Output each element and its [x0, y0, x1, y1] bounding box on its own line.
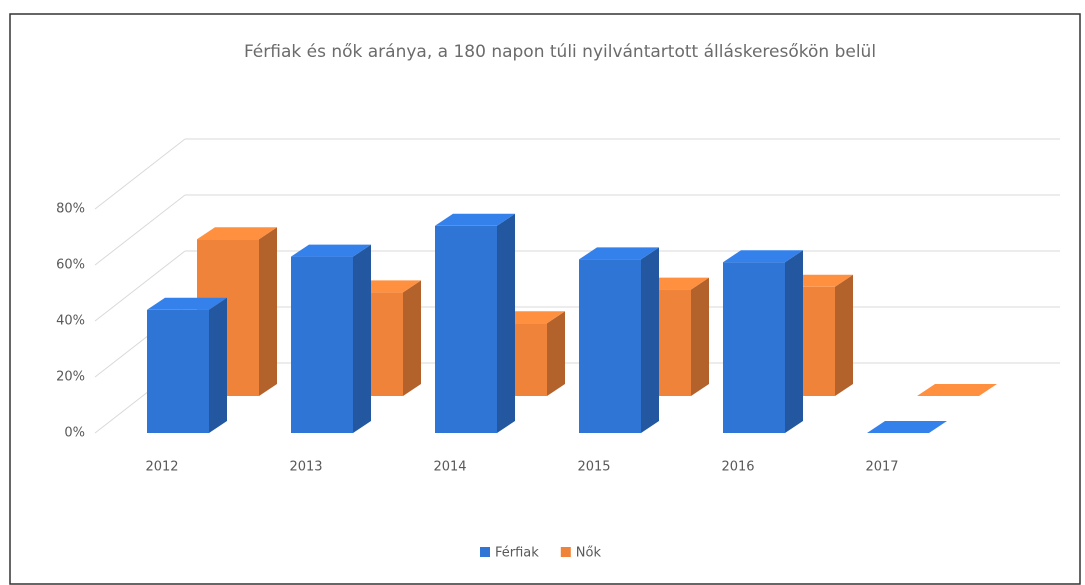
x-tick-label: 2012	[145, 460, 178, 475]
bar-side	[835, 274, 853, 396]
bar-side	[691, 277, 709, 396]
y-tick-label: 40%	[56, 314, 85, 329]
bar-top	[147, 297, 227, 310]
x-tick-label: 2015	[577, 460, 610, 475]
chart-title: Férfiak és nők aránya, a 180 napon túli …	[244, 42, 876, 62]
y-tick-label: 60%	[56, 258, 85, 273]
bar-front	[435, 225, 497, 433]
bar-side	[353, 244, 371, 433]
x-tick-label: 2017	[865, 460, 898, 475]
bar-front	[579, 259, 641, 433]
x-tick-label: 2016	[721, 460, 754, 475]
bar-top	[435, 213, 515, 226]
bar	[291, 244, 371, 433]
x-tick-label: 2013	[289, 460, 322, 475]
bar	[147, 297, 227, 433]
bar-top	[197, 227, 277, 240]
grid-line	[94, 194, 186, 266]
bar	[723, 250, 803, 433]
legend-label: Nők	[576, 546, 602, 561]
bar-side	[497, 213, 515, 433]
grid-line	[94, 138, 186, 210]
bar-top	[723, 250, 803, 263]
legend-swatch	[560, 547, 571, 557]
bar-front	[723, 262, 785, 433]
bar-side	[403, 280, 421, 396]
bar-front	[147, 309, 209, 433]
bar-side	[209, 297, 227, 433]
y-tick-label: 20%	[56, 370, 85, 385]
bar	[917, 384, 997, 396]
bar-top	[291, 244, 371, 257]
bar	[579, 247, 659, 433]
x-tick-label: 2014	[433, 460, 466, 475]
bar-side	[785, 250, 803, 433]
grid-line	[94, 250, 186, 322]
bar-front	[291, 256, 353, 433]
bar-top	[917, 384, 997, 396]
bar	[867, 421, 947, 433]
legend-swatch	[480, 547, 490, 557]
y-tick-label: 0%	[64, 426, 85, 441]
bar-top	[579, 247, 659, 260]
bar-side	[641, 247, 659, 433]
legend-label: Férfiak	[495, 546, 539, 561]
bar	[435, 213, 515, 433]
y-tick-label: 80%	[56, 202, 85, 217]
bar-side	[259, 227, 277, 396]
bar-side	[547, 311, 565, 396]
bar-top	[867, 421, 947, 433]
